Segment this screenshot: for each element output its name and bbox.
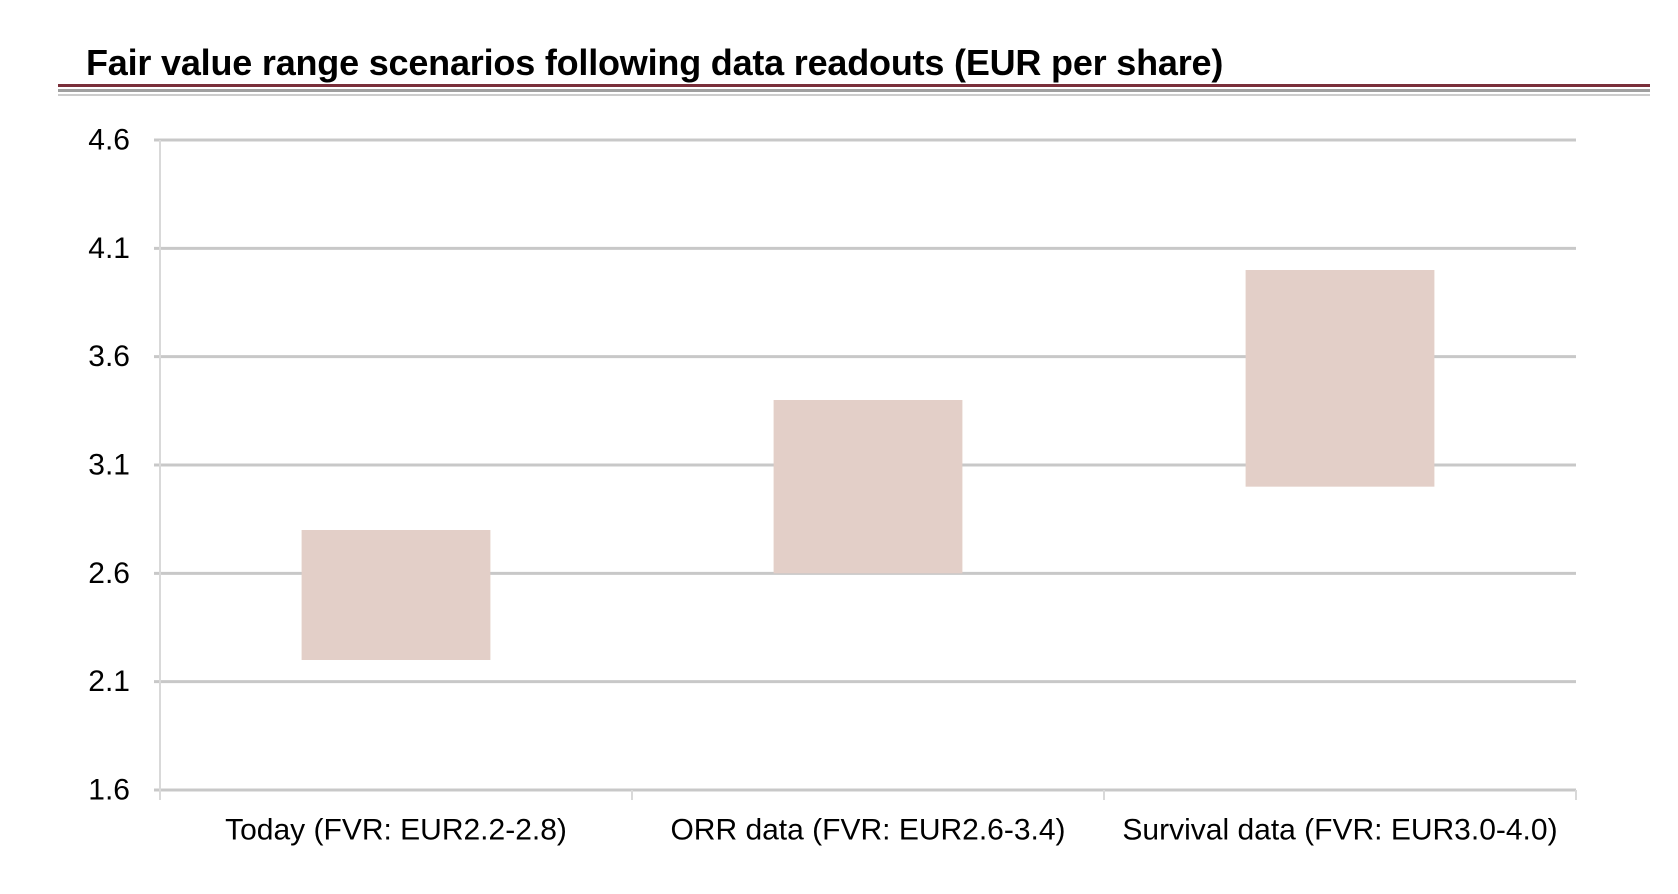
title-rule: [58, 84, 1650, 96]
x-category-label: ORR data (FVR: EUR2.6-3.4): [670, 814, 1065, 847]
range-bar: [773, 400, 963, 574]
range-bar: [301, 530, 491, 660]
y-tick-label: 2.6: [88, 557, 130, 590]
chart-title: Fair value range scenarios following dat…: [86, 42, 1224, 83]
x-category-label: Today (FVR: EUR2.2-2.8): [225, 814, 567, 847]
y-tick-label: 1.6: [88, 774, 130, 807]
y-tick-label: 3.6: [88, 340, 130, 373]
axis-layer: [159, 140, 1577, 800]
y-tick-label: 3.1: [88, 449, 130, 482]
y-tick-label: 4.1: [88, 232, 130, 265]
title-rule-dark: [58, 84, 1650, 87]
label-layer: 1.6 2.1 2.6 3.1 3.6 4.1 4.6 Today (FVR: EUR2.2-…: [88, 124, 1557, 847]
y-tick-label: 4.6: [88, 124, 130, 157]
title-rule-grey-2: [58, 94, 1650, 96]
x-category-label: Survival data (FVR: EUR3.0-4.0): [1122, 814, 1557, 847]
title-rule-grey-1: [58, 89, 1650, 92]
range-bar: [1245, 270, 1435, 487]
y-tick-label: 2.1: [88, 665, 130, 698]
bar-layer: [301, 270, 1435, 660]
